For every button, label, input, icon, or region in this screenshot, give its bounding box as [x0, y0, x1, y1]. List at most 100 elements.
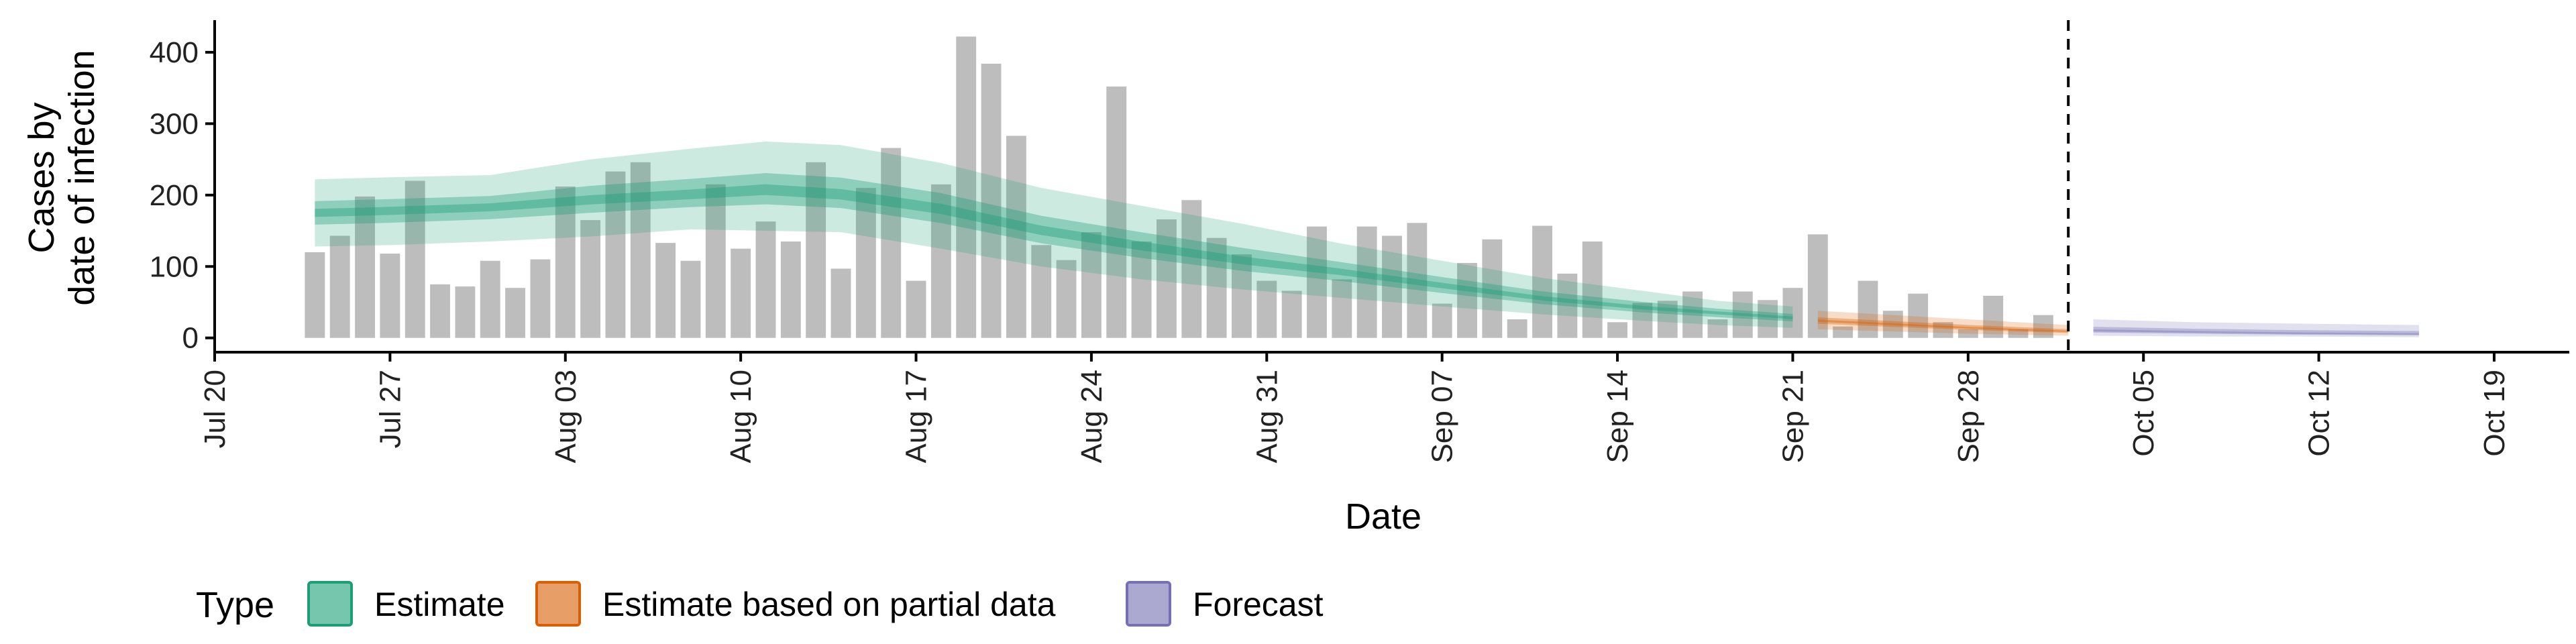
bar-2020-08-20 — [981, 63, 1002, 338]
ribbon-outer-1 — [1817, 311, 2069, 336]
bars-layer — [305, 36, 2053, 338]
bar-2020-09-04 — [1356, 226, 1377, 338]
bar-2020-09-28 — [1957, 329, 1978, 338]
y-axis-title: Cases by date of infection — [21, 50, 102, 305]
bar-2020-08-09 — [705, 184, 726, 338]
bar-2020-08-29 — [1206, 237, 1227, 338]
bar-2020-09-24 — [1858, 280, 1878, 338]
bar-2020-08-01 — [505, 288, 526, 338]
bar-2020-09-22 — [1807, 234, 1828, 338]
y-tick-label-100: 100 — [150, 250, 199, 283]
bar-2020-09-05 — [1382, 235, 1402, 338]
x-tick-label-2020-10-19: Oct 19 — [2478, 370, 2511, 457]
bar-2020-08-03 — [555, 186, 576, 338]
legend-label-1: Estimate based on partial data — [602, 586, 1056, 623]
legend-key-1 — [535, 581, 581, 627]
y-axis-title-line-2: date of infection — [62, 50, 102, 305]
bar-2020-08-12 — [780, 241, 801, 338]
bar-2020-08-31 — [1256, 280, 1277, 338]
bar-2020-08-15 — [855, 188, 876, 338]
bar-2020-09-20 — [1758, 300, 1778, 338]
x-tick-label-2020-09-07: Sep 07 — [1426, 370, 1459, 463]
bar-2020-09-18 — [1707, 319, 1728, 338]
ribbon-core-2 — [2093, 329, 2419, 335]
x-tick-label-2020-08-31: Aug 31 — [1250, 370, 1283, 463]
bar-2020-10-01 — [2033, 315, 2053, 338]
bar-2020-08-14 — [830, 268, 851, 338]
x-tick-label-2020-07-27: Jul 27 — [374, 370, 407, 448]
bar-2020-08-07 — [655, 243, 676, 338]
bar-2020-08-11 — [755, 221, 776, 338]
bar-2020-07-27 — [380, 254, 400, 338]
bar-2020-09-08 — [1457, 262, 1477, 338]
axes: 0 100 200 300 400 Jul 20 Jul 27 Aug 03 Aug 10 Au… — [150, 20, 2569, 463]
y-tick-label-400: 400 — [150, 36, 199, 69]
bar-2020-08-06 — [630, 162, 651, 338]
ribbon-core-0 — [315, 184, 1793, 319]
bar-2020-09-13 — [1582, 241, 1603, 338]
bar-2020-08-27 — [1157, 219, 1177, 338]
bar-2020-08-23 — [1056, 260, 1077, 338]
bar-2020-09-16 — [1657, 301, 1678, 338]
bar-2020-08-17 — [906, 280, 926, 338]
ribbon-inner-1 — [1817, 317, 2069, 333]
bar-2020-08-19 — [956, 36, 977, 338]
bar-2020-08-13 — [806, 162, 826, 338]
bar-2020-08-22 — [1031, 245, 1052, 338]
bar-2020-09-10 — [1507, 319, 1527, 338]
bar-2020-09-17 — [1682, 291, 1703, 338]
x-tick-label-2020-07-20: Jul 20 — [199, 370, 231, 448]
legend: Type Estimate Estimate based on partial d… — [196, 581, 1324, 627]
bar-2020-09-02 — [1307, 226, 1327, 338]
ribbon-core-1 — [1817, 319, 2069, 332]
bar-2020-07-25 — [329, 235, 350, 338]
bar-2020-07-24 — [305, 252, 325, 338]
legend-title: Type — [196, 585, 274, 625]
bar-2020-08-18 — [930, 184, 951, 338]
bar-2020-09-30 — [2008, 329, 2029, 338]
ribbon-outer-2 — [2093, 319, 2419, 337]
bar-2020-09-15 — [1632, 303, 1653, 338]
bar-2020-09-21 — [1782, 288, 1803, 338]
bar-2020-09-26 — [1908, 293, 1929, 338]
bar-2020-08-16 — [881, 148, 902, 338]
bar-2020-07-30 — [455, 286, 476, 338]
bar-2020-09-25 — [1882, 311, 1903, 338]
x-tick-label-2020-09-28: Sep 28 — [1952, 370, 1985, 463]
x-tick-label-2020-08-17: Aug 17 — [900, 370, 933, 463]
y-axis-ticks: 0 100 200 300 400 — [150, 36, 215, 355]
x-tick-label-2020-10-12: Oct 12 — [2303, 370, 2336, 457]
x-axis-ticks: Jul 20 Jul 27 Aug 03 Aug 10 Aug 17 Aug 24 Aug … — [199, 352, 2511, 463]
bar-2020-08-02 — [530, 259, 551, 338]
bar-2020-09-29 — [1983, 295, 2004, 338]
bar-2020-08-04 — [580, 220, 601, 338]
x-tick-label-2020-08-10: Aug 10 — [724, 370, 757, 463]
bar-2020-08-05 — [605, 171, 626, 338]
legend-key-0 — [307, 581, 353, 627]
bar-2020-08-26 — [1131, 241, 1152, 338]
bar-2020-07-26 — [355, 196, 375, 338]
bar-2020-08-25 — [1106, 87, 1127, 338]
x-tick-label-2020-10-05: Oct 05 — [2127, 370, 2160, 457]
x-tick-label-2020-09-14: Sep 14 — [1601, 370, 1634, 463]
x-tick-label-2020-09-21: Sep 21 — [1776, 370, 1809, 463]
y-tick-label-0: 0 — [182, 322, 199, 355]
x-tick-label-2020-08-24: Aug 24 — [1075, 370, 1108, 463]
y-axis-title-line-1: Cases by — [21, 102, 62, 253]
bar-2020-09-14 — [1607, 322, 1627, 338]
ribbon-outer-0 — [315, 141, 1793, 328]
bar-2020-07-28 — [405, 180, 425, 338]
bar-2020-09-23 — [1833, 326, 1854, 338]
bar-2020-09-19 — [1732, 291, 1753, 338]
legend-label-2: Forecast — [1193, 586, 1324, 623]
bar-2020-07-29 — [430, 284, 450, 338]
bar-2020-07-31 — [480, 260, 500, 338]
bar-2020-09-06 — [1407, 223, 1428, 338]
bar-2020-08-08 — [680, 260, 701, 338]
legend-key-2 — [1126, 581, 1171, 627]
y-tick-label-300: 300 — [150, 107, 199, 140]
ribbon-inner-2 — [2093, 327, 2419, 335]
bar-2020-09-01 — [1281, 290, 1302, 338]
ribbon-inner-0 — [315, 173, 1793, 322]
